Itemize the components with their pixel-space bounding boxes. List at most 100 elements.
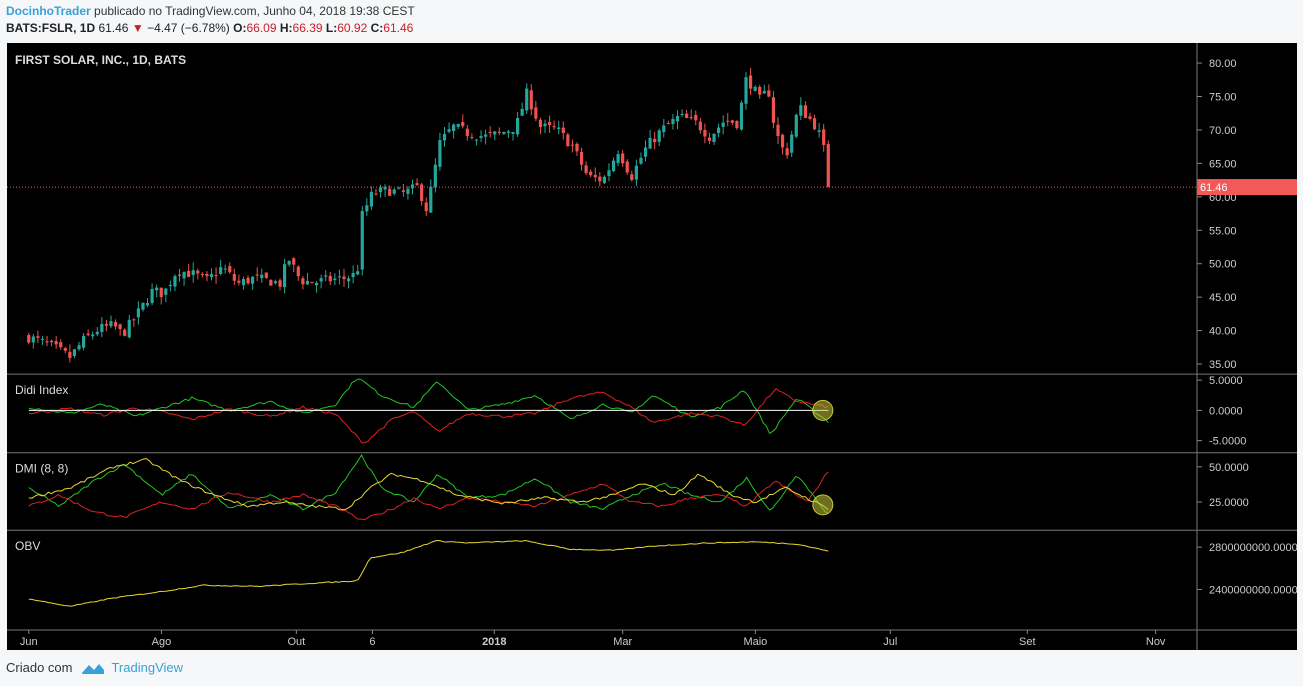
candle-body: [484, 134, 488, 137]
down-arrow-icon: ▼: [131, 21, 144, 35]
candle-body: [584, 165, 588, 174]
candle-body: [685, 113, 689, 119]
candle-body: [72, 349, 77, 356]
candle-body: [342, 276, 346, 280]
candle-body: [365, 205, 369, 212]
candle-body: [301, 278, 305, 285]
candle-body: [260, 274, 264, 279]
highlight-marker: [812, 399, 834, 421]
candle-body: [420, 184, 424, 202]
candle-body: [575, 143, 579, 152]
candle-body: [251, 276, 255, 284]
candle-body: [442, 134, 447, 141]
indicator-line-2-0: [28, 453, 829, 515]
change-value: −4.47 (−6.78%): [147, 21, 230, 35]
candle-body: [794, 114, 798, 137]
candle-body: [246, 277, 250, 284]
candle-body: [726, 120, 730, 122]
candle-body: [123, 329, 127, 336]
candle-body: [127, 319, 131, 338]
candle-body: [543, 123, 547, 127]
candle-body: [653, 138, 657, 143]
candle-body: [237, 280, 241, 283]
candle-body: [351, 272, 355, 278]
x-tick-label: Jul: [883, 636, 897, 648]
candle-body: [621, 153, 625, 164]
candle-body: [145, 303, 150, 306]
candle-body: [579, 151, 584, 165]
candle-body: [287, 260, 291, 265]
candle-body: [452, 124, 456, 132]
last-price-tag: [1197, 179, 1297, 196]
y-tick-label: -5.0000: [1209, 436, 1246, 448]
candle-body: [68, 351, 72, 358]
candle-body: [438, 140, 442, 167]
candle-body: [191, 270, 195, 276]
candle-body: [305, 280, 310, 285]
created-with-text: Criado com: [6, 660, 73, 675]
candle-body: [406, 188, 410, 194]
candle-body: [630, 174, 634, 180]
candle-body: [753, 86, 757, 91]
candle-body: [196, 270, 200, 274]
candle-body: [497, 131, 501, 133]
panel-title-3: OBV: [15, 539, 40, 553]
candle-body: [488, 132, 492, 134]
chart-svg[interactable]: FIRST SOLAR, INC., 1D, BATS 80.00 75.00 70.…: [7, 43, 1298, 650]
y-tick-label: 5.0000: [1209, 375, 1243, 387]
candle-body: [269, 279, 273, 286]
candle-body: [424, 202, 428, 212]
candle-body: [589, 171, 593, 176]
candle-body: [383, 186, 387, 190]
candle-body: [205, 273, 209, 277]
candle-body: [456, 124, 460, 127]
candle-body: [77, 345, 81, 350]
candle-body: [593, 174, 597, 178]
candle-body: [566, 134, 570, 147]
candle-body: [748, 75, 753, 89]
candle-body: [703, 129, 707, 137]
candle-body: [410, 184, 415, 189]
candle-body: [369, 191, 373, 207]
candle-body: [91, 334, 95, 337]
low-value: 60.92: [337, 21, 368, 35]
candle-body: [511, 131, 515, 134]
candle-body: [360, 211, 364, 270]
chart-area[interactable]: FIRST SOLAR, INC., 1D, BATS 80.00 75.00 70.…: [7, 43, 1298, 650]
candle-body: [132, 319, 136, 321]
author-name[interactable]: DocinhoTrader: [6, 4, 91, 18]
candle-body: [506, 131, 511, 133]
candle-body: [739, 102, 744, 130]
candle-body: [59, 342, 63, 348]
candle-body: [602, 176, 606, 184]
candle-body: [264, 272, 268, 278]
candle-body: [634, 165, 638, 180]
candle-body: [812, 118, 817, 130]
candle-body: [662, 125, 666, 133]
candle-body: [31, 336, 35, 343]
candle-body: [232, 274, 236, 281]
indicator-line-2-1: [28, 471, 829, 521]
indicator-line-1-1: [28, 388, 829, 444]
candle-body: [200, 274, 204, 276]
candle-body: [502, 132, 506, 135]
last-price: 61.46: [98, 21, 129, 35]
candle-body: [397, 187, 401, 189]
y-tick-label: 55.00: [1209, 225, 1237, 237]
candle-body: [479, 136, 483, 138]
tradingview-logo-icon[interactable]: [81, 661, 105, 675]
candle-body: [164, 288, 168, 295]
candle-body: [607, 170, 611, 177]
tradingview-brand[interactable]: TradingView: [111, 660, 184, 675]
candle-body: [790, 134, 794, 153]
candle-body: [86, 333, 90, 336]
candle-body: [552, 126, 556, 128]
y-tick-label: 2400000000.0000: [1209, 584, 1297, 596]
ohlc-line: BATS:FSLR, 1D 61.46 ▼ −4.47 (−6.78%) O:6…: [6, 21, 413, 35]
candle-body: [666, 123, 670, 125]
candle-body: [177, 274, 182, 276]
candle-body: [525, 88, 529, 111]
candle-body: [780, 134, 785, 148]
candle-body: [433, 164, 437, 188]
candle-body: [187, 271, 191, 277]
